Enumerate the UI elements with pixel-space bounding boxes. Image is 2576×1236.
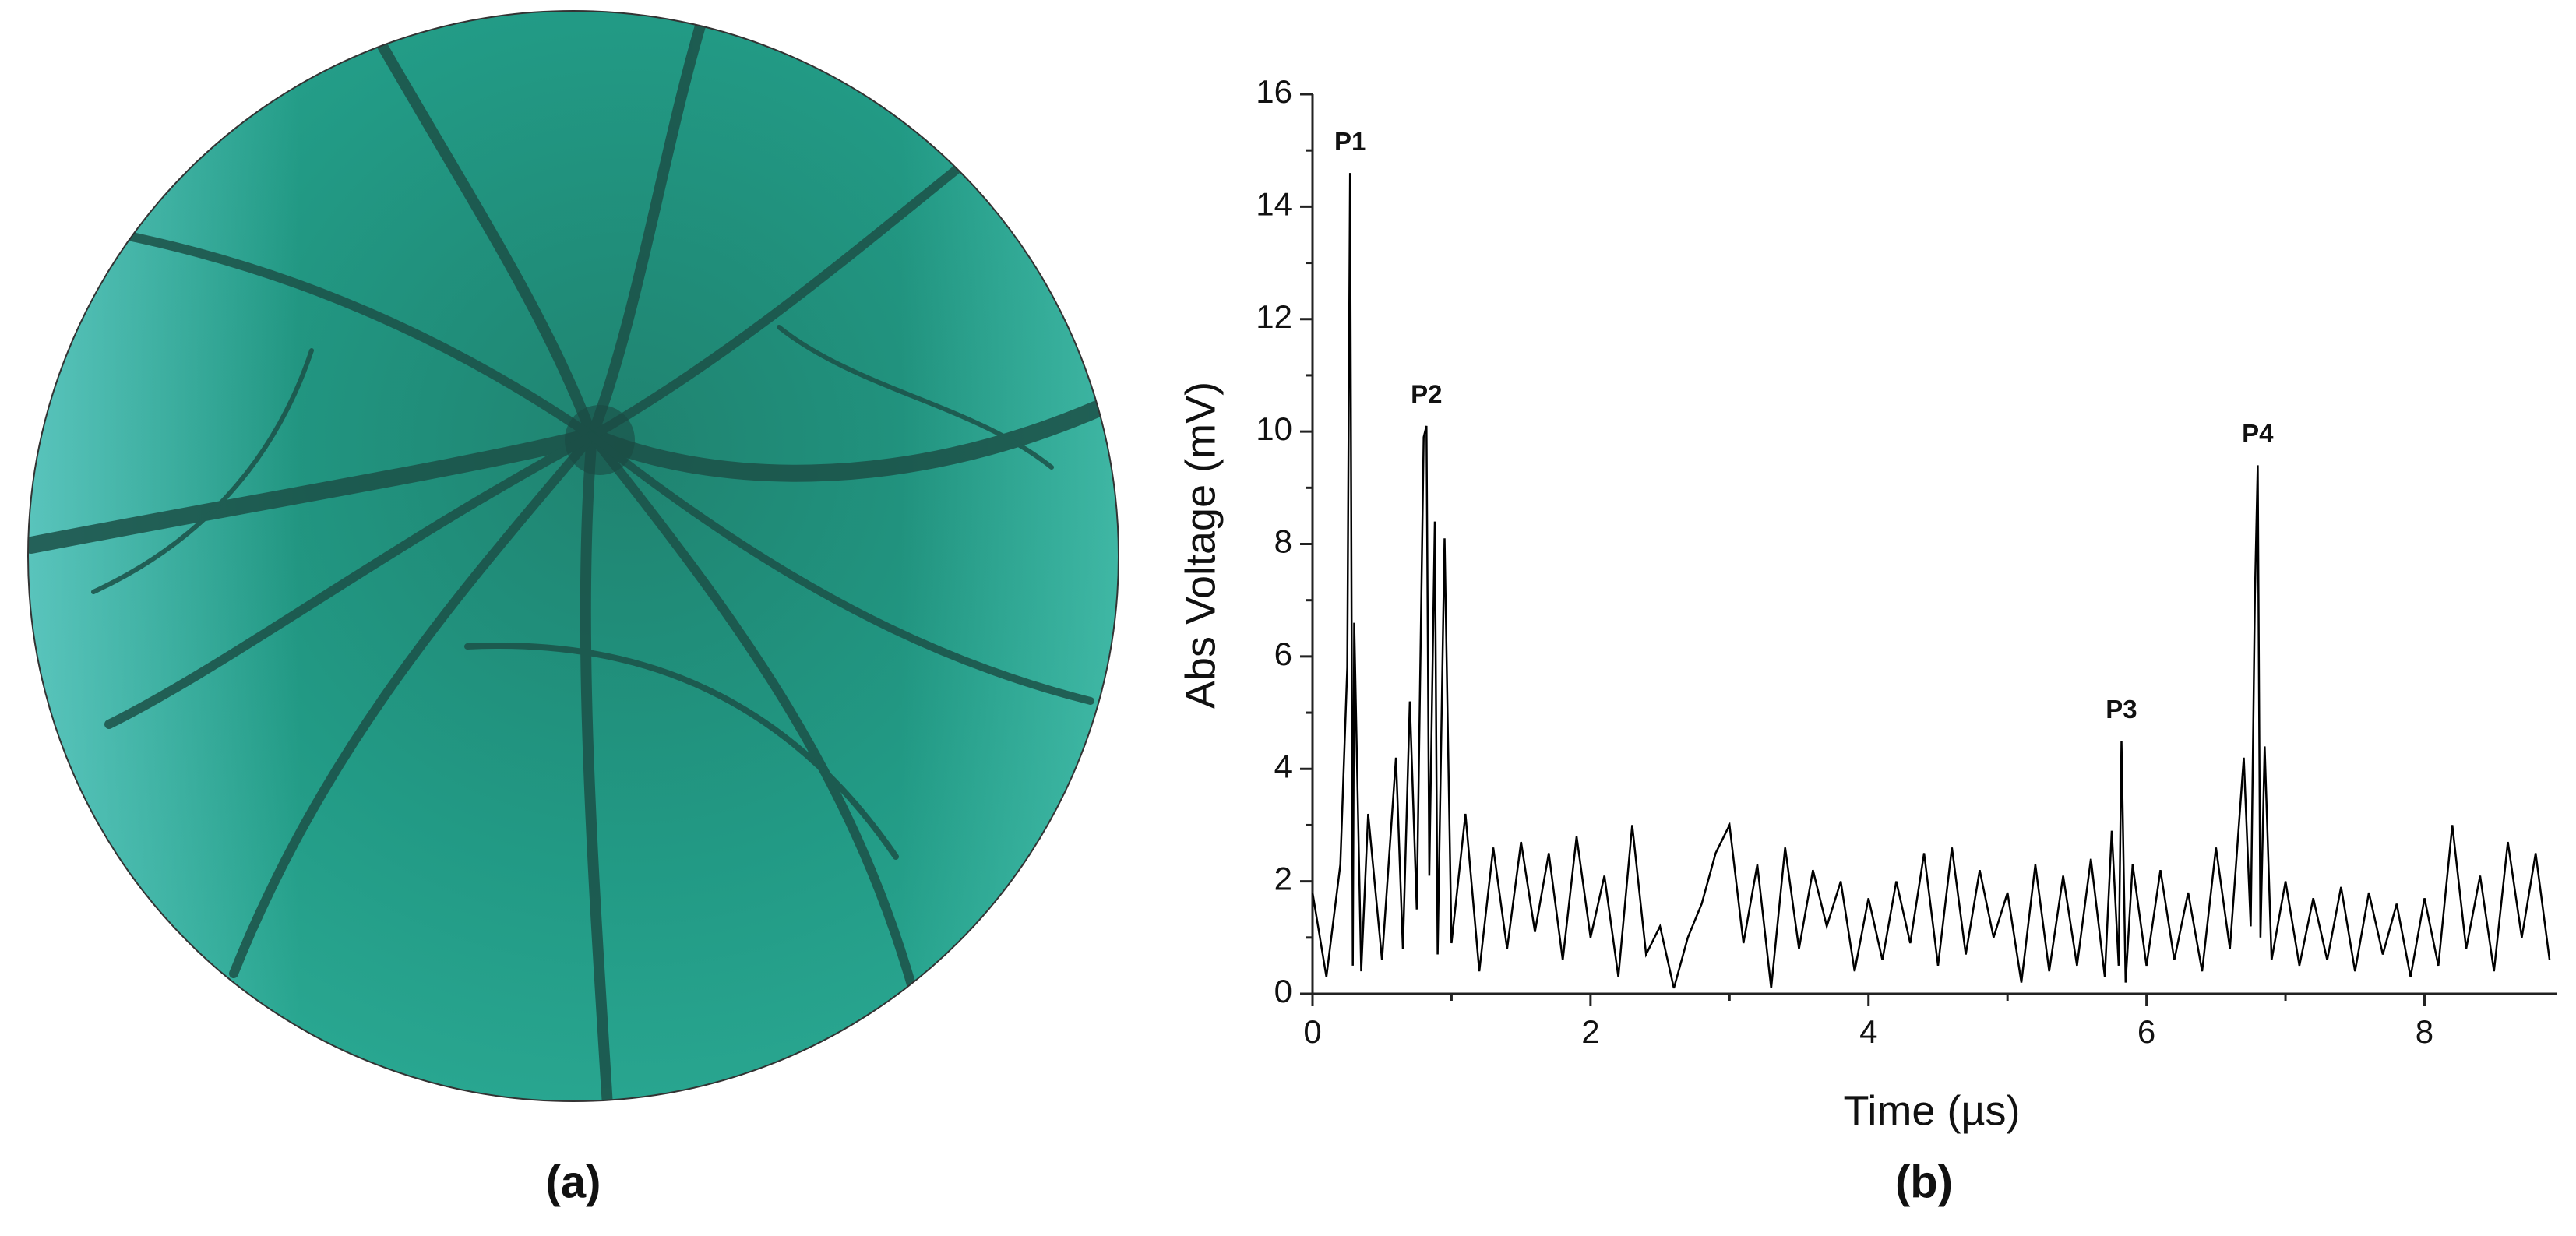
peak-annotation: P3 bbox=[2106, 695, 2137, 724]
y-tick-label: 12 bbox=[1256, 298, 1292, 335]
x-tick-label: 4 bbox=[1859, 1013, 1877, 1050]
panel-label: (b) bbox=[1895, 1157, 1953, 1207]
peak-annotation: P4 bbox=[2242, 419, 2274, 448]
x-tick-label: 2 bbox=[1581, 1013, 1599, 1050]
photo-border bbox=[27, 10, 1119, 1102]
signal-line bbox=[1311, 173, 2551, 989]
y-tick-label: 0 bbox=[1274, 973, 1292, 1009]
y-tick-label: 10 bbox=[1256, 410, 1292, 447]
y-tick-label: 16 bbox=[1256, 73, 1292, 110]
x-tick-label: 6 bbox=[2137, 1013, 2155, 1050]
y-tick-label: 8 bbox=[1274, 523, 1292, 560]
y-tick-label: 14 bbox=[1256, 185, 1292, 222]
y-axis-title: Abs Voltage (mV) bbox=[1177, 382, 1224, 709]
peak-annotation: P1 bbox=[1334, 127, 1366, 156]
x-axis-title: Time (µs) bbox=[1843, 1087, 2020, 1134]
y-tick-label: 4 bbox=[1274, 748, 1292, 784]
panel-label: (a) bbox=[546, 1157, 601, 1207]
x-tick-label: 0 bbox=[1303, 1013, 1321, 1050]
x-tick-label: 8 bbox=[2416, 1013, 2433, 1050]
y-tick-label: 6 bbox=[1274, 636, 1292, 672]
peak-annotation: P2 bbox=[1411, 380, 1442, 409]
y-tick-label: 2 bbox=[1274, 861, 1292, 897]
fundus-photo bbox=[28, 11, 1119, 1101]
